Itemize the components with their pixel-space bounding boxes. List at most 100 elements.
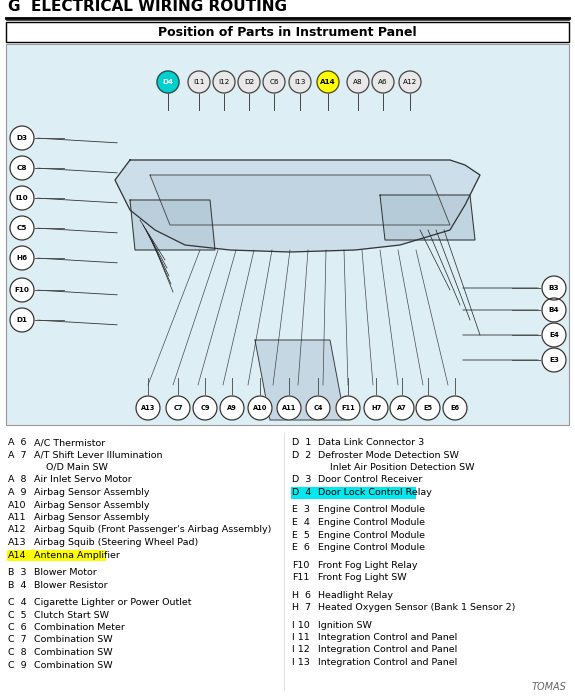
- Text: A7: A7: [397, 405, 407, 411]
- Text: Heated Oxygen Sensor (Bank 1 Sensor 2): Heated Oxygen Sensor (Bank 1 Sensor 2): [318, 603, 515, 612]
- Circle shape: [10, 156, 34, 180]
- Text: D  3: D 3: [292, 475, 312, 484]
- Text: Integration Control and Panel: Integration Control and Panel: [318, 645, 457, 654]
- Text: Door Control Receiver: Door Control Receiver: [318, 475, 423, 484]
- Text: Defroster Mode Detection SW: Defroster Mode Detection SW: [318, 450, 459, 459]
- Circle shape: [157, 71, 179, 93]
- Text: B  4: B 4: [8, 581, 26, 590]
- Text: I13: I13: [294, 79, 306, 85]
- Circle shape: [372, 71, 394, 93]
- Text: G  ELECTRICAL WIRING ROUTING: G ELECTRICAL WIRING ROUTING: [8, 0, 287, 14]
- Text: C9: C9: [200, 405, 210, 411]
- Text: Door Lock Control Relay: Door Lock Control Relay: [318, 488, 432, 497]
- Text: A  6: A 6: [8, 438, 26, 447]
- Text: I10: I10: [16, 195, 28, 201]
- Text: Headlight Relay: Headlight Relay: [318, 590, 393, 599]
- Circle shape: [416, 396, 440, 420]
- Circle shape: [10, 216, 34, 240]
- Text: C  8: C 8: [8, 648, 26, 657]
- Text: Airbag Squib (Front Passenger's Airbag Assembly): Airbag Squib (Front Passenger's Airbag A…: [34, 526, 271, 535]
- Polygon shape: [130, 200, 215, 250]
- Circle shape: [188, 71, 210, 93]
- Text: Clutch Start SW: Clutch Start SW: [34, 611, 109, 620]
- Text: Inlet Air Position Detection SW: Inlet Air Position Detection SW: [318, 463, 474, 472]
- Text: O/D Main SW: O/D Main SW: [34, 463, 108, 472]
- Circle shape: [390, 396, 414, 420]
- Text: C6: C6: [269, 79, 279, 85]
- Text: A  7: A 7: [8, 450, 26, 459]
- Text: Combination SW: Combination SW: [34, 648, 113, 657]
- Text: I 11: I 11: [292, 633, 310, 642]
- Circle shape: [306, 396, 330, 420]
- Circle shape: [10, 246, 34, 270]
- Text: C4: C4: [313, 405, 323, 411]
- Text: D4: D4: [163, 79, 174, 85]
- Circle shape: [220, 396, 244, 420]
- Text: D  1: D 1: [292, 438, 311, 447]
- Text: A14: A14: [8, 551, 26, 560]
- Text: A8: A8: [353, 79, 363, 85]
- Circle shape: [542, 348, 566, 372]
- FancyBboxPatch shape: [6, 44, 569, 425]
- Text: I 12: I 12: [292, 645, 310, 654]
- Circle shape: [289, 71, 311, 93]
- Text: Data Link Connector 3: Data Link Connector 3: [318, 438, 424, 447]
- Text: H6: H6: [17, 255, 28, 261]
- Circle shape: [364, 396, 388, 420]
- Text: D1: D1: [17, 317, 28, 323]
- Text: Engine Control Module: Engine Control Module: [318, 530, 425, 539]
- Text: TOMAS: TOMAS: [531, 682, 566, 692]
- Text: C7: C7: [173, 405, 183, 411]
- Text: A11: A11: [282, 405, 296, 411]
- Circle shape: [213, 71, 235, 93]
- Text: A10: A10: [253, 405, 267, 411]
- Text: Combination SW: Combination SW: [34, 661, 113, 670]
- Text: I11: I11: [193, 79, 205, 85]
- Circle shape: [166, 396, 190, 420]
- Circle shape: [10, 126, 34, 150]
- Text: E  5: E 5: [292, 530, 310, 539]
- FancyBboxPatch shape: [291, 487, 416, 498]
- Text: F10: F10: [292, 560, 309, 569]
- Circle shape: [336, 396, 360, 420]
- Text: F10: F10: [14, 287, 29, 293]
- Text: E6: E6: [450, 405, 459, 411]
- Circle shape: [277, 396, 301, 420]
- Text: C8: C8: [17, 165, 27, 171]
- Text: Front Fog Light Relay: Front Fog Light Relay: [318, 560, 417, 569]
- Text: E3: E3: [549, 357, 559, 363]
- Circle shape: [317, 71, 339, 93]
- Text: Cigarette Lighter or Power Outlet: Cigarette Lighter or Power Outlet: [34, 598, 191, 607]
- Text: A12: A12: [8, 526, 26, 535]
- FancyBboxPatch shape: [6, 22, 569, 42]
- Text: E5: E5: [424, 405, 432, 411]
- Text: A6: A6: [378, 79, 388, 85]
- Text: I12: I12: [218, 79, 229, 85]
- Text: D3: D3: [17, 135, 28, 141]
- Text: A10: A10: [8, 500, 26, 510]
- Circle shape: [10, 308, 34, 332]
- Circle shape: [10, 278, 34, 302]
- Polygon shape: [380, 195, 475, 240]
- Text: A13: A13: [8, 538, 26, 547]
- Text: A9: A9: [227, 405, 237, 411]
- Text: H  6: H 6: [292, 590, 311, 599]
- Circle shape: [248, 396, 272, 420]
- Text: D  2: D 2: [292, 450, 311, 459]
- Text: D  4: D 4: [292, 488, 311, 497]
- Text: Combination Meter: Combination Meter: [34, 623, 125, 632]
- Text: F11: F11: [292, 573, 309, 582]
- Text: C  7: C 7: [8, 636, 26, 645]
- Circle shape: [238, 71, 260, 93]
- Text: Ignition SW: Ignition SW: [318, 620, 372, 629]
- Text: D2: D2: [244, 79, 254, 85]
- Text: E4: E4: [549, 332, 559, 338]
- Text: Blower Resistor: Blower Resistor: [34, 581, 108, 590]
- Polygon shape: [115, 160, 480, 252]
- Text: I 10: I 10: [292, 620, 310, 629]
- FancyBboxPatch shape: [7, 549, 106, 561]
- Text: A14: A14: [320, 79, 336, 85]
- Text: Integration Control and Panel: Integration Control and Panel: [318, 633, 457, 642]
- Text: E  3: E 3: [292, 505, 310, 514]
- Circle shape: [542, 323, 566, 347]
